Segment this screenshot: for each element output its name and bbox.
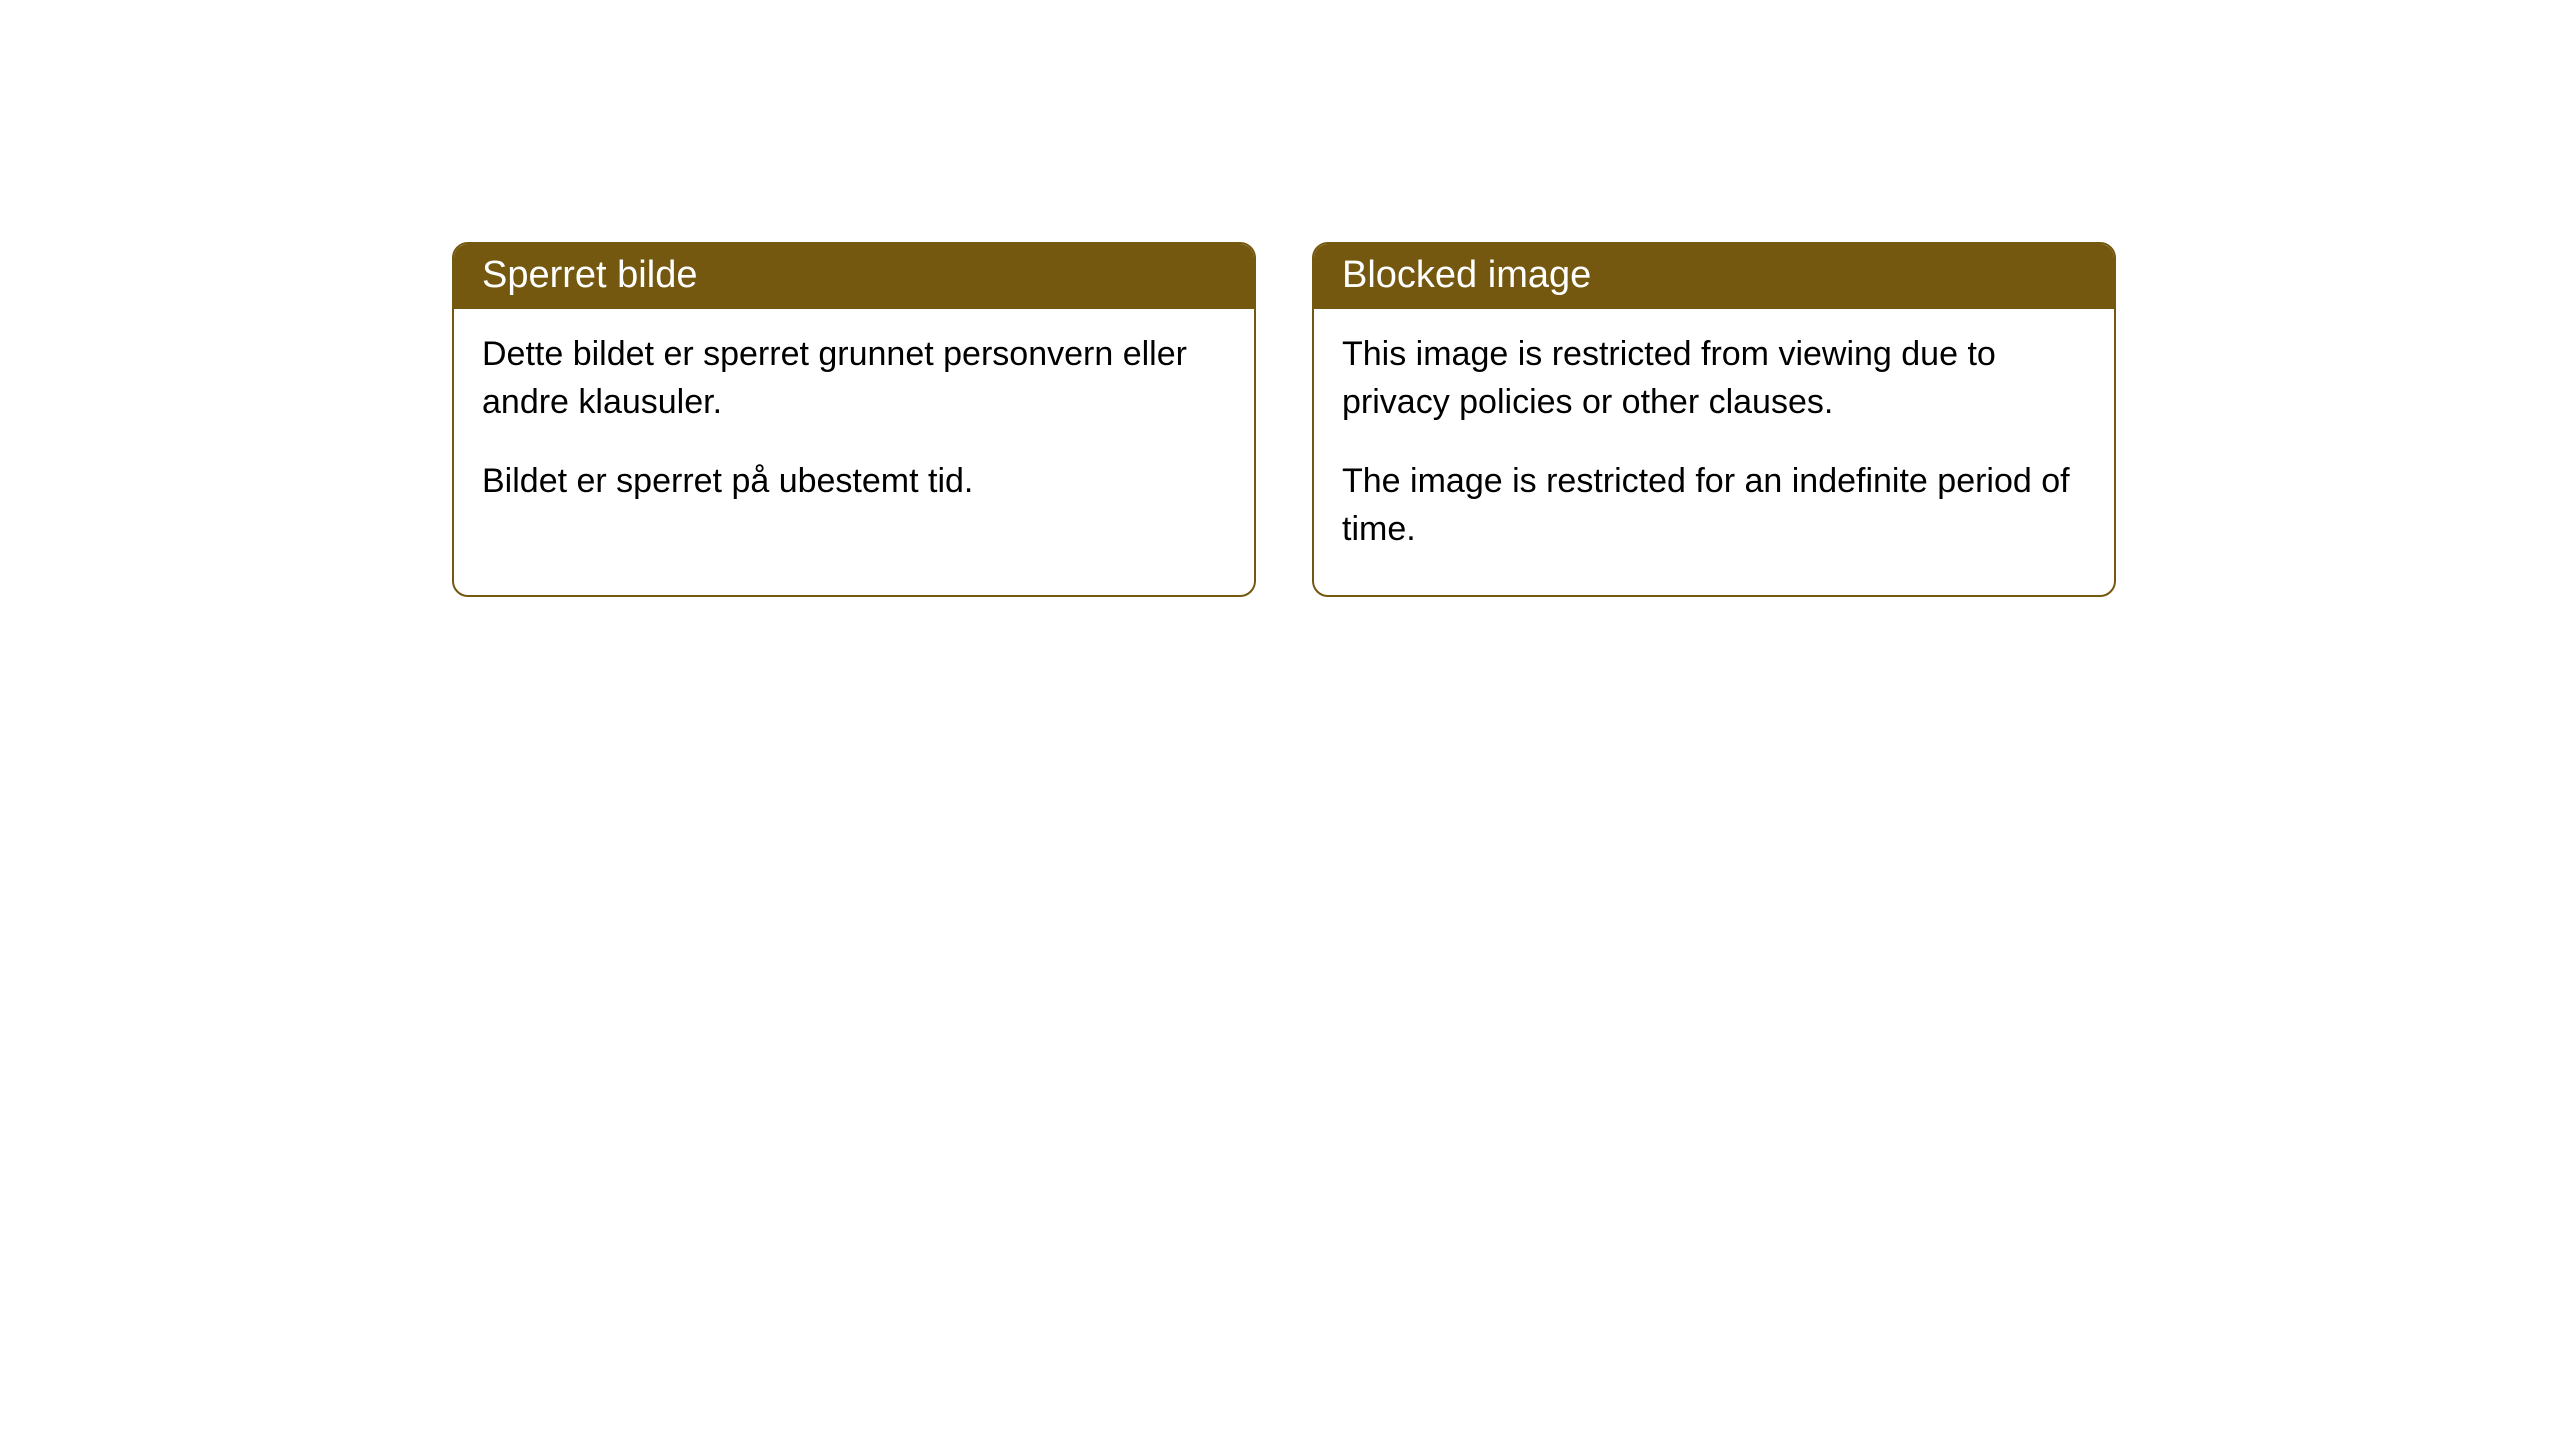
notice-card-norwegian: Sperret bilde Dette bildet er sperret gr…: [452, 242, 1256, 597]
card-body: This image is restricted from viewing du…: [1314, 309, 2114, 595]
card-header: Sperret bilde: [454, 244, 1254, 309]
card-paragraph: Dette bildet er sperret grunnet personve…: [482, 331, 1226, 426]
notice-card-english: Blocked image This image is restricted f…: [1312, 242, 2116, 597]
card-paragraph: This image is restricted from viewing du…: [1342, 331, 2086, 426]
card-paragraph: The image is restricted for an indefinit…: [1342, 458, 2086, 553]
card-header: Blocked image: [1314, 244, 2114, 309]
notice-cards-container: Sperret bilde Dette bildet er sperret gr…: [452, 242, 2116, 597]
card-body: Dette bildet er sperret grunnet personve…: [454, 309, 1254, 548]
card-title: Sperret bilde: [482, 254, 697, 296]
card-title: Blocked image: [1342, 254, 1591, 296]
card-paragraph: Bildet er sperret på ubestemt tid.: [482, 458, 1226, 506]
